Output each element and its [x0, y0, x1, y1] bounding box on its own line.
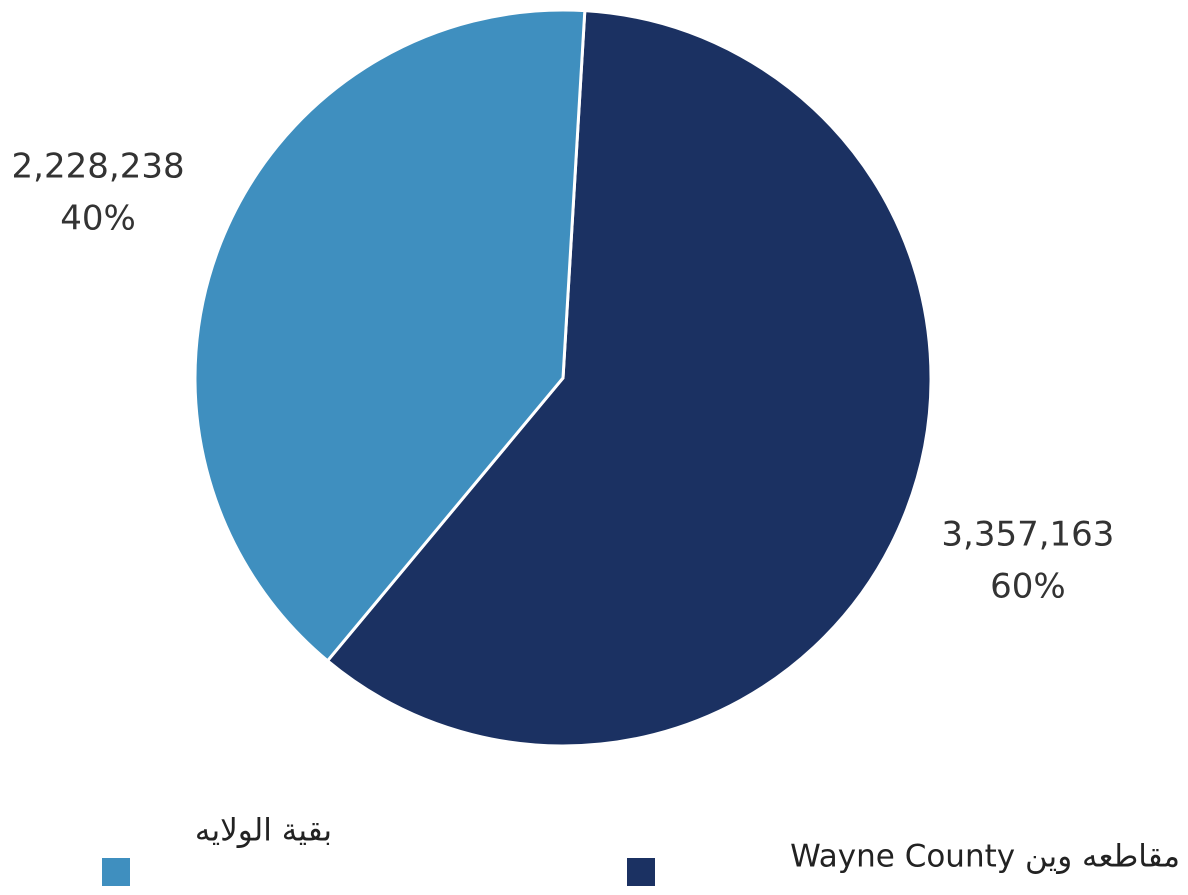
- percent-label: 60%: [990, 566, 1066, 606]
- pie-slice: [193, 8, 587, 663]
- legend-label: بقية الولايه: [195, 813, 332, 849]
- data-label: 3,357,163: [941, 514, 1114, 554]
- data-label: 2,228,238: [12, 147, 185, 187]
- legend-label: مقاطعه وين Wayne County: [790, 839, 1180, 875]
- percent-label: 40%: [60, 199, 136, 239]
- legend-swatch: [102, 858, 130, 886]
- legend-swatch: [627, 858, 655, 886]
- pie-slice: [325, 9, 933, 748]
